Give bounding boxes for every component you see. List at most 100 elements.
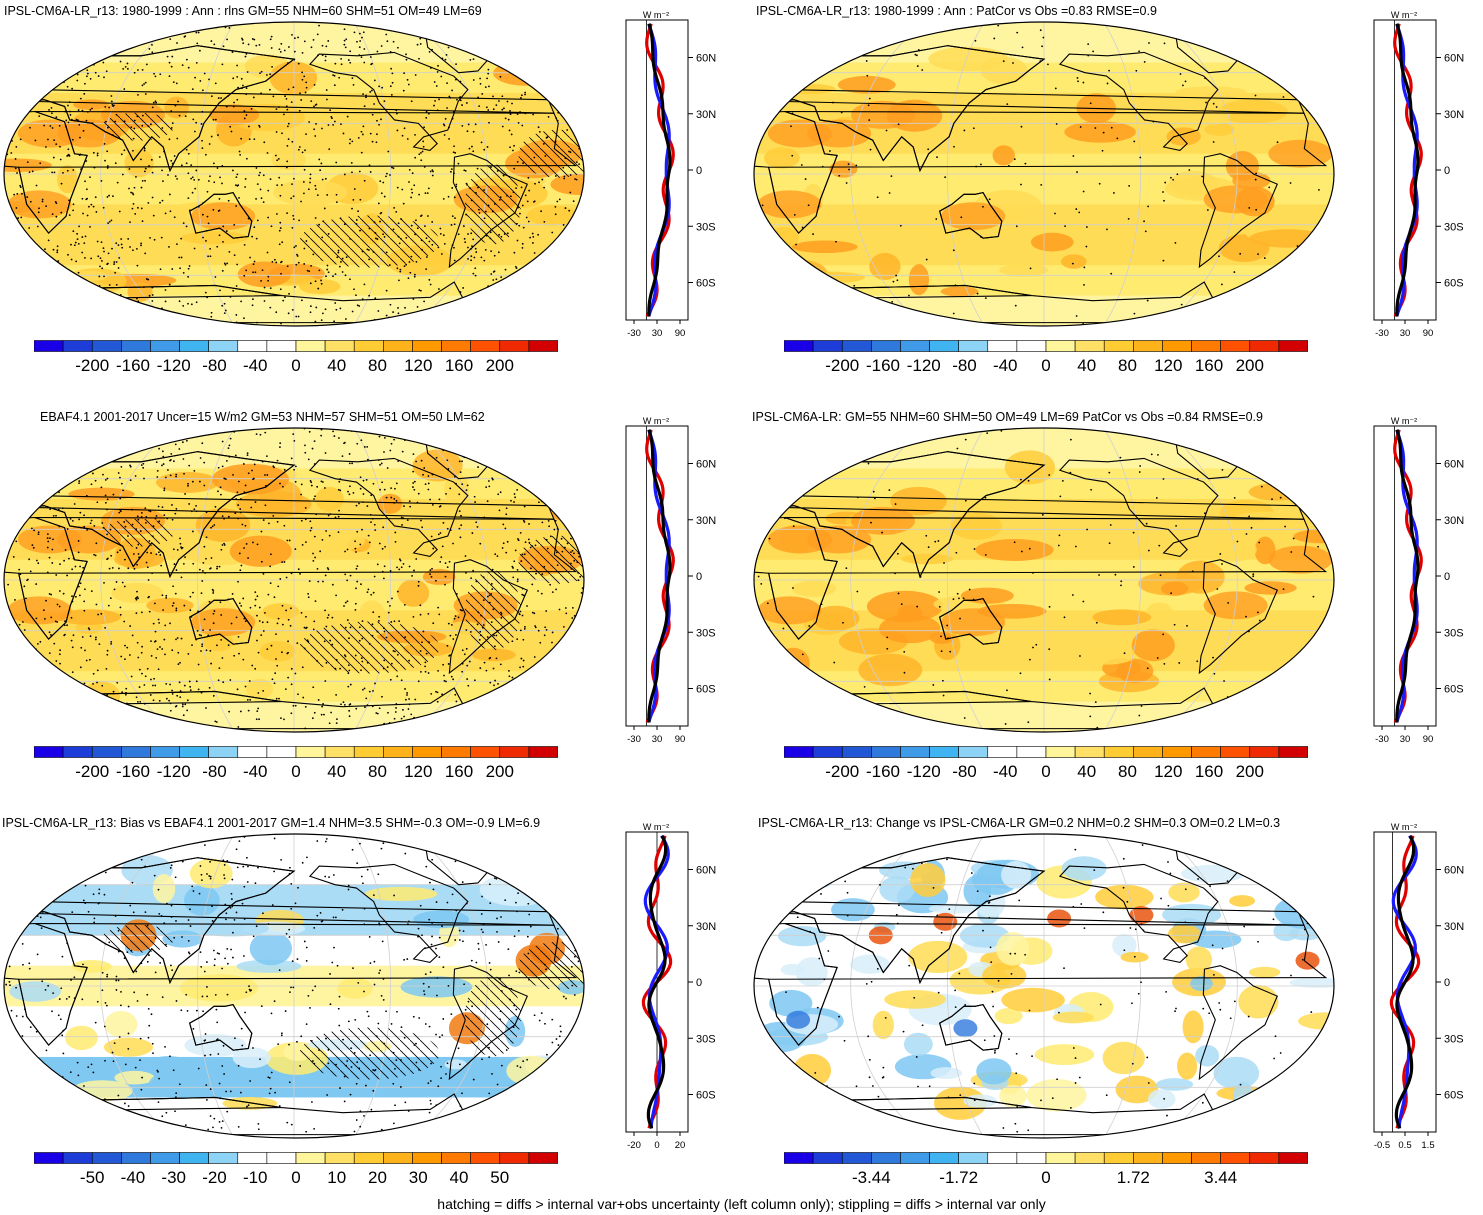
- colorbar-swatch: [871, 746, 901, 758]
- zonal-mean-plot-2: W m⁻² 60N 30N 0 30S 60S -30 30 90: [1373, 10, 1464, 339]
- zonal-lat-tick-label: 60N: [1444, 865, 1464, 877]
- colorbar-tick-label: 0: [291, 762, 301, 781]
- colorbar-swatch: [441, 340, 471, 352]
- zonal-lat-tick-label: 30N: [1444, 109, 1464, 121]
- colorbar-swatch: [208, 340, 239, 352]
- zonal-x-tick-label: -20: [627, 1140, 641, 1151]
- colorbar-swatch: [353, 340, 384, 352]
- zonal-unit-label: W m⁻²: [643, 416, 669, 426]
- colorbar-tick-label: 200: [485, 762, 514, 781]
- colorbar-swatch: [470, 340, 501, 352]
- colorbar-swatch: [1074, 1152, 1105, 1164]
- colorbar-tick-label: -80: [952, 762, 977, 781]
- zonal-x-tick-label: -30: [1375, 734, 1389, 745]
- colorbar-swatch: [412, 1152, 442, 1164]
- colorbar-tick-label: 50: [490, 1168, 510, 1187]
- colorbar-swatch: [179, 340, 209, 352]
- colorbar-swatch: [987, 1152, 1018, 1164]
- zonal-lat-tick-label: 30S: [1444, 627, 1464, 639]
- colorbar-tick-label: -50: [79, 1168, 105, 1187]
- colorbar-swatch: [1191, 340, 1221, 352]
- colorbar-swatch: [841, 746, 872, 758]
- zonal-x-tick-label: 90: [675, 328, 686, 339]
- colorbar-tick-label: -200: [75, 762, 110, 781]
- zonal-lat-tick-label: 30S: [696, 1033, 716, 1045]
- colorbar-swatch: [295, 1152, 326, 1164]
- colorbar-tick-label: -120: [156, 762, 191, 781]
- colorbar-6: -3.44 -1.72 0 1.72 3.44: [784, 1152, 1308, 1192]
- colorbar-tick-label: 80: [1118, 356, 1137, 375]
- colorbar-swatch: [1162, 340, 1192, 352]
- colorbar-tick-label: -40: [992, 356, 1018, 375]
- colorbar-swatch: [958, 746, 989, 758]
- colorbar-tick-label: 200: [1235, 356, 1264, 375]
- panel-title-2: IPSL-CM6A-LR_r13: 1980-1999 : Ann : PatC…: [756, 4, 1157, 18]
- zonal-lat-tick-label: 30N: [696, 109, 716, 121]
- zonal-lat-tick-label: 60N: [696, 865, 716, 877]
- colorbar-swatch: [1103, 1152, 1134, 1164]
- colorbar-swatch: [121, 746, 151, 758]
- colorbar-swatch: [266, 746, 297, 758]
- colorbar-swatch: [900, 1152, 930, 1164]
- zonal-lat-tick-label: 0: [696, 571, 702, 583]
- colorbar-swatch: [929, 746, 959, 758]
- colorbar-swatch: [295, 340, 326, 352]
- colorbar-swatch: [812, 746, 843, 758]
- colorbar-swatch: [1191, 1152, 1221, 1164]
- colorbar-tick-label: 80: [368, 356, 387, 375]
- colorbar-swatch: [900, 746, 930, 758]
- panel-title-1: IPSL-CM6A-LR_r13: 1980-1999 : Ann : rlns…: [4, 4, 482, 18]
- colorbar-swatch: [929, 340, 959, 352]
- colorbar-swatch: [237, 746, 268, 758]
- colorbar-swatch: [1016, 1152, 1047, 1164]
- zonal-lat-tick-label: 60N: [696, 459, 716, 471]
- colorbar-tick-label: 160: [1194, 356, 1224, 375]
- colorbar-swatch: [353, 746, 384, 758]
- colorbar-swatch: [208, 1152, 239, 1164]
- zonal-x-tick-label: 30: [652, 734, 663, 745]
- zonal-lat-tick-label: 60S: [1444, 1090, 1464, 1102]
- colorbar-swatch: [62, 1152, 93, 1164]
- colorbar-swatch: [871, 340, 901, 352]
- colorbar-tick-label: -30: [161, 1168, 186, 1187]
- zonal-lat-tick-label: 30S: [696, 627, 716, 639]
- map-panel-6: [753, 833, 1335, 1139]
- colorbar-4: -200 -160 -120 -80 -40 0 40 80 120 160 200: [784, 746, 1308, 786]
- colorbar-tick-label: 160: [444, 356, 474, 375]
- zonal-lat-tick-label: 0: [1444, 977, 1450, 989]
- colorbar-tick-label: 3.44: [1204, 1168, 1238, 1187]
- colorbar-swatch: [383, 746, 413, 758]
- colorbar-swatch: [1133, 746, 1163, 758]
- colorbar-swatch: [353, 1152, 384, 1164]
- zonal-unit-label: W m⁻²: [643, 822, 669, 832]
- colorbar-swatch: [266, 1152, 297, 1164]
- colorbar-tick-label: 200: [1235, 762, 1264, 781]
- colorbar-tick-label: 120: [404, 356, 433, 375]
- zonal-lat-tick-label: 30N: [696, 921, 716, 933]
- colorbar-tick-label: 80: [368, 762, 387, 781]
- colorbar-2: -200 -160 -120 -80 -40 0 40 80 120 160 200: [784, 340, 1308, 380]
- colorbar-tick-label: 0: [1041, 1168, 1051, 1187]
- colorbar-tick-label: 1.72: [1116, 1168, 1150, 1187]
- colorbar-swatch: [1220, 746, 1251, 758]
- zonal-lat-tick-label: 30N: [1444, 921, 1464, 933]
- colorbar-swatch: [266, 340, 297, 352]
- zonal-lat-tick-label: 0: [696, 165, 702, 177]
- zonal-lat-tick-label: 60S: [1444, 278, 1464, 290]
- colorbar-swatch: [1249, 1152, 1280, 1164]
- colorbar-tick-label: -160: [865, 762, 900, 781]
- colorbar-swatch: [1045, 340, 1076, 352]
- colorbar-swatch: [91, 1152, 122, 1164]
- colorbar-swatch: [295, 746, 326, 758]
- colorbar-swatch: [62, 340, 93, 352]
- colorbar-tick-label: -200: [75, 356, 110, 375]
- colorbar-tick-label: -1.72: [939, 1168, 979, 1187]
- panel-title-5: IPSL-CM6A-LR_r13: Bias vs EBAF4.1 2001-2…: [2, 816, 541, 830]
- colorbar-swatch: [208, 746, 239, 758]
- zonal-x-tick-label: 30: [652, 328, 663, 339]
- zonal-x-tick-label: 30: [1400, 734, 1411, 745]
- colorbar-swatch: [62, 746, 93, 758]
- colorbar-tick-label: -160: [115, 356, 150, 375]
- zonal-unit-label: W m⁻²: [643, 10, 669, 20]
- zonal-unit-label: W m⁻²: [1391, 822, 1417, 832]
